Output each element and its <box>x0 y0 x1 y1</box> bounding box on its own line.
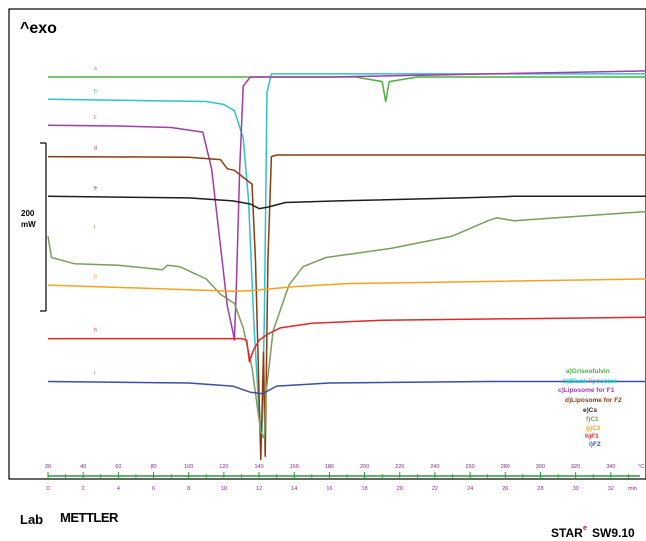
temp-tick-label-20: 20 <box>45 464 51 470</box>
time-tick-label-10: 10 <box>221 486 227 492</box>
axes-layer: 20 40 60 80 100 120 140 160 180 200 220 240 260 280 30… <box>45 464 644 492</box>
temp-tick-label-280: 280 <box>501 464 510 470</box>
temp-tick-label-320: 320 <box>571 464 580 470</box>
legend-entry-c: c)Liposome for F1 <box>558 387 615 394</box>
time-tick-label-2: 2 <box>82 486 85 492</box>
curve-letter-e: e <box>94 185 97 191</box>
time-tick-label-18: 18 <box>362 486 368 492</box>
footer-sw-version: SW9.10 <box>592 526 635 540</box>
footer-star-mark: e <box>583 525 587 532</box>
curve-letters-layer: a b c d e f g h i <box>94 66 97 377</box>
time-tick-label-32: 32 <box>608 486 614 492</box>
temp-tick-label-100: 100 <box>184 464 193 470</box>
curve-e <box>47 195 646 210</box>
time-tick-label-4: 4 <box>117 486 120 492</box>
curve-d <box>47 154 646 461</box>
temp-tick-label-240: 240 <box>430 464 439 470</box>
temp-tick-label-200: 200 <box>360 464 369 470</box>
curve-letter-d: d <box>94 146 97 152</box>
curve-letter-c: c <box>94 114 97 120</box>
exo-label: ^exo <box>20 20 57 37</box>
time-tick-label-0: 0 <box>46 486 49 492</box>
temp-tick-label-60: 60 <box>115 464 121 470</box>
legend-entry-f: f)C1 <box>586 416 599 423</box>
curve-i <box>47 380 646 395</box>
legend-entry-e: e)Cs <box>583 407 597 414</box>
temp-tick-label-160: 160 <box>290 464 299 470</box>
legend-entry-i: i)F2 <box>589 441 601 448</box>
time-tick-label-12: 12 <box>256 486 262 492</box>
temp-tick-label-140: 140 <box>254 464 263 470</box>
footer-lab: Lab <box>20 512 43 527</box>
legend-entry-d: d)Liposome for F2 <box>565 397 622 404</box>
legend-entry-b: b)Blank liposome <box>563 378 618 385</box>
temp-unit-label: °C <box>638 464 644 470</box>
time-tick-label-24: 24 <box>467 486 473 492</box>
temp-tick-label-220: 220 <box>395 464 404 470</box>
curve-letter-h: h <box>94 328 97 334</box>
time-tick-label-20: 20 <box>397 486 403 492</box>
legend-entry-h: h)F1 <box>585 433 599 440</box>
temp-tick-label-260: 260 <box>466 464 475 470</box>
curve-letter-g: g <box>94 274 97 280</box>
curve-h <box>48 316 646 363</box>
time-tick-label-30: 30 <box>573 486 579 492</box>
time-tick-label-6: 6 <box>152 486 155 492</box>
time-tick-label-8: 8 <box>187 486 190 492</box>
temp-tick-label-120: 120 <box>219 464 228 470</box>
temp-tick-label-180: 180 <box>325 464 334 470</box>
temp-tick-label-40: 40 <box>80 464 86 470</box>
footer-version: STAR e SW9.10 <box>551 525 635 540</box>
curve-letter-i: i <box>94 371 95 377</box>
legend-entry-a: a)Griseofulvin <box>566 368 610 375</box>
time-tick-label-22: 22 <box>432 486 438 492</box>
curve-c <box>47 70 646 341</box>
legend-entry-g: g)C2 <box>586 425 601 432</box>
temp-tick-label-340: 340 <box>606 464 615 470</box>
time-tick-label-16: 16 <box>326 486 332 492</box>
scale-value: 200 <box>21 209 35 218</box>
time-tick-label-28: 28 <box>537 486 543 492</box>
time-tick-label-26: 26 <box>502 486 508 492</box>
curve-f <box>47 210 646 439</box>
curves-layer <box>47 70 646 461</box>
curve-g <box>47 278 646 292</box>
curve-a <box>48 76 646 103</box>
time-tick-label-14: 14 <box>291 486 297 492</box>
legend: a)Griseofulvin b)Blank liposome c)Liposome… <box>558 368 622 448</box>
plot-frame <box>8 8 646 480</box>
footer-brand: METTLER <box>60 510 119 525</box>
temp-tick-label-80: 80 <box>150 464 156 470</box>
curve-letter-a: a <box>94 66 97 72</box>
curve-letter-f: f <box>94 225 96 231</box>
footer-star: STAR <box>551 526 583 540</box>
scale-unit: mW <box>21 220 36 229</box>
temp-tick-label-300: 300 <box>536 464 545 470</box>
time-unit-label: min <box>628 486 637 492</box>
curve-letter-b: b <box>94 88 97 94</box>
scale-bar: 200 mW <box>21 142 47 312</box>
